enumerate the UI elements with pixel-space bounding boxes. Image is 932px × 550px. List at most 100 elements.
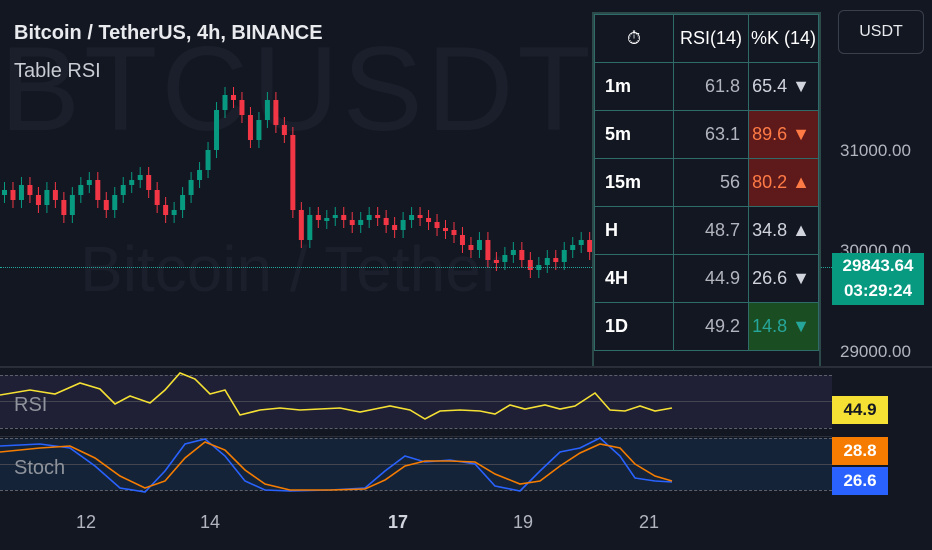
candle-body (366, 215, 372, 220)
candle-body (86, 180, 92, 185)
candle-body (273, 100, 279, 125)
candle-body (188, 180, 194, 195)
table-row: 5m 63.1 89.6 ▼ (594, 110, 819, 159)
candle-body (443, 228, 449, 231)
k-value: 65.4 (752, 76, 788, 96)
candle-body (69, 195, 75, 215)
k-cell: 89.6 ▼ (748, 110, 819, 159)
candle-body (120, 185, 126, 195)
arrow-down-icon: ▼ (792, 316, 810, 336)
stoch-d-value-tag: 28.8 (832, 437, 888, 465)
candle-body (44, 190, 50, 205)
indicator-name[interactable]: Table RSI (14, 60, 101, 82)
candle-body (197, 170, 203, 180)
rsi-cell: 48.7 (673, 206, 749, 255)
rsi-upper-band-line (0, 375, 832, 376)
candle-body (52, 190, 58, 200)
candle-body (129, 180, 135, 185)
arrow-down-icon: ▼ (792, 124, 810, 144)
candle-body (510, 250, 516, 255)
stoch-k-value-tag: 26.6 (832, 467, 888, 495)
candle-body (570, 245, 576, 250)
candle-body (298, 210, 304, 240)
candle-body (375, 215, 381, 218)
rsi-value-tag: 44.9 (832, 396, 888, 424)
k-cell: 26.6 ▼ (748, 254, 819, 303)
arrow-up-icon: ▲ (792, 172, 810, 192)
candle-body (61, 200, 67, 215)
stoch-pane-label[interactable]: Stoch (14, 457, 66, 479)
k-value: 80.2 (752, 172, 788, 192)
clock-icon: ⏱ (594, 14, 674, 63)
symbol-watermark: BTCUSDT (0, 22, 595, 156)
candle-body (137, 175, 143, 180)
rsi-table: ⏱ RSI(14) %K (14) 1m 61.8 65.4 ▼ 5m 63.1… (592, 12, 821, 368)
candle-body (27, 185, 33, 195)
pane-divider (0, 436, 832, 437)
price-tick: 29000.00 (840, 342, 911, 361)
table-row: 1D 49.2 14.8 ▼ (594, 302, 819, 351)
candle-body (332, 215, 338, 218)
time-label: 19 (513, 512, 534, 532)
timeframe-cell: 4H (594, 254, 674, 303)
candle-body (2, 190, 7, 195)
time-label: 14 (200, 512, 221, 532)
time-label: 17 (388, 512, 409, 532)
timeframe-cell: 5m (594, 110, 674, 159)
time-label: 21 (639, 512, 660, 532)
candle-body (341, 215, 347, 220)
stoch-lower-band-line (0, 490, 832, 491)
last-price-value: 29843.64 (842, 256, 914, 275)
candle-body (392, 225, 398, 230)
k-cell: 34.8 ▲ (748, 206, 819, 255)
last-price-tag: 29843.64 03:29:24 (832, 253, 924, 305)
candle-body (239, 100, 245, 115)
candle-body (146, 175, 152, 190)
rsi-line (0, 372, 673, 420)
candle-body (459, 235, 465, 245)
stoch-line-chart (0, 437, 673, 493)
candle-body (587, 240, 593, 252)
timeframe-cell: 15m (594, 158, 674, 207)
candle-body (163, 205, 169, 215)
candle-body (78, 185, 84, 195)
table-row: 4H 44.9 26.6 ▼ (594, 254, 819, 303)
candle-body (383, 218, 389, 225)
rsi-column-header: RSI(14) (673, 14, 749, 63)
candle-body (247, 115, 253, 140)
rsi-line-chart (0, 372, 673, 420)
candle-body (290, 135, 296, 210)
candle-body (35, 195, 41, 205)
candle-body (409, 215, 415, 220)
k-value: 14.8 (752, 316, 788, 336)
candle-body (10, 190, 16, 200)
currency-button[interactable]: USDT (838, 10, 924, 54)
arrow-down-icon: ▼ (792, 268, 810, 288)
candle-body (95, 180, 101, 200)
candle-body (171, 210, 177, 215)
k-value: 26.6 (752, 268, 788, 288)
candle-body (154, 190, 160, 205)
candle-body (230, 95, 236, 100)
k-cell: 80.2 ▲ (748, 158, 819, 207)
candle-body (553, 258, 559, 262)
timeframe-cell: 1m (594, 62, 674, 111)
candle-body (112, 195, 118, 210)
rsi-cell: 44.9 (673, 254, 749, 303)
candle-body (324, 218, 330, 221)
stoch-upper-band-line (0, 438, 832, 439)
rsi-lower-band-line (0, 428, 832, 429)
table-header-row: ⏱ RSI(14) %K (14) (594, 14, 819, 63)
candle-body (358, 220, 364, 225)
candle-body (417, 215, 423, 218)
pane-divider[interactable] (0, 366, 932, 368)
rsi-pane-label[interactable]: RSI (14, 394, 48, 416)
stoch-k-line (0, 437, 673, 493)
time-label: 12 (76, 512, 97, 532)
timeframe-cell: H (594, 206, 674, 255)
k-cell: 65.4 ▼ (748, 62, 819, 111)
candle-body (349, 220, 355, 225)
table-row: 15m 56 80.2 ▲ (594, 158, 819, 207)
candle-body (578, 240, 584, 245)
candle-body (502, 255, 508, 262)
